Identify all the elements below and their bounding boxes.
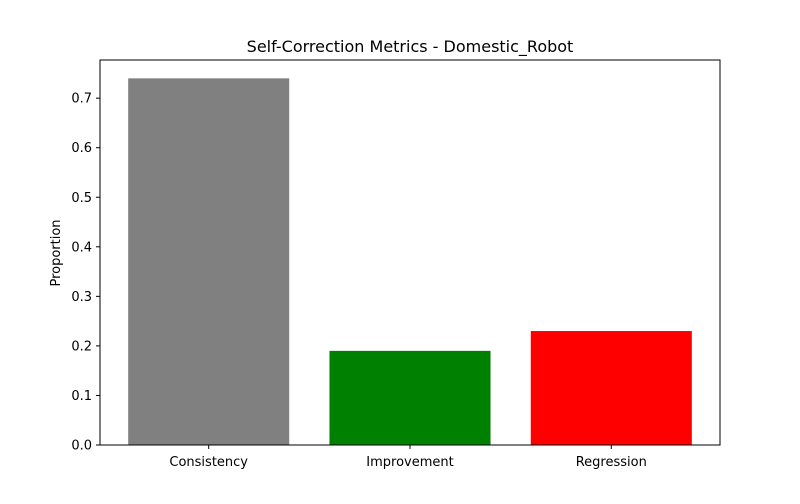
plot-area-frame	[99, 59, 721, 446]
y-tick-label: 0.3	[71, 290, 92, 305]
x-tick-label: Regression	[576, 455, 647, 470]
y-axis-label: Proportion	[49, 219, 64, 286]
x-tick-label: Improvement	[366, 455, 453, 470]
y-tick-label: 0.0	[71, 439, 92, 454]
x-axis-ticks: Consistency Improvement Regression	[169, 445, 647, 470]
y-tick-label: 0.6	[71, 141, 92, 156]
y-tick-label: 0.5	[71, 191, 92, 206]
chart-title: Self-Correction Metrics - Domestic_Robot	[247, 37, 574, 57]
y-tick-label: 0.7	[71, 92, 92, 107]
y-axis-ticks: 0.0 0.1 0.2 0.3 0.4 0.5 0.6 0.7	[71, 92, 100, 454]
bars-layer	[128, 78, 692, 445]
y-tick-label: 0.1	[71, 389, 92, 404]
x-tick-label: Consistency	[169, 455, 248, 470]
y-tick-label: 0.4	[71, 240, 92, 255]
bar-improvement	[329, 350, 491, 445]
bar-consistency	[128, 78, 290, 445]
bar-regression	[530, 331, 692, 445]
y-tick-label: 0.2	[71, 339, 92, 354]
